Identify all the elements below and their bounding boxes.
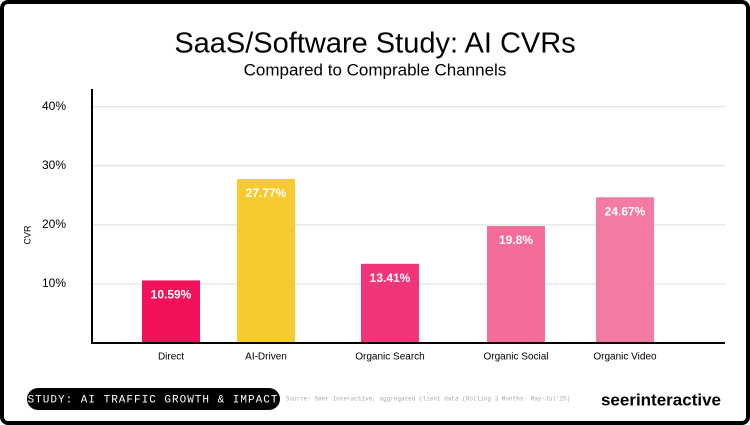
x-tick-label: AI-Driven [245, 352, 287, 363]
bar [361, 263, 419, 343]
data-label: 10.59% [151, 288, 192, 302]
y-tick-label: 40% [42, 99, 66, 113]
source: Source: Seer Interactive, aggregated cli… [286, 396, 570, 403]
bar [487, 226, 545, 343]
y-tick-label: 10% [42, 276, 66, 290]
badge-text: STUDY: AI TRAFFIC GROWTH & IMPACT [28, 394, 279, 406]
logo: seerinteractive [601, 390, 721, 409]
data-label: 13.41% [370, 271, 411, 285]
badge [27, 388, 280, 410]
data-label: 24.67% [605, 204, 646, 218]
chart-title: SaaS/Software Study: AI CVRs [174, 28, 575, 60]
bar [596, 197, 654, 343]
y-tick-label: 20% [42, 217, 66, 231]
data-label: 19.8% [499, 233, 533, 247]
x-tick-label: Direct [158, 352, 184, 363]
chart-subtitle: Compared to Comprable Channels [244, 60, 507, 79]
x-tick-label: Organic Social [483, 352, 548, 363]
y-axis-label: CVR [22, 225, 32, 245]
x-tick-label: Organic Video [593, 352, 657, 363]
x-tick-label: Organic Search [355, 352, 424, 363]
bar [237, 178, 295, 343]
data-label: 27.77% [246, 186, 287, 200]
bar [142, 280, 200, 343]
y-tick-label: 30% [42, 158, 66, 172]
